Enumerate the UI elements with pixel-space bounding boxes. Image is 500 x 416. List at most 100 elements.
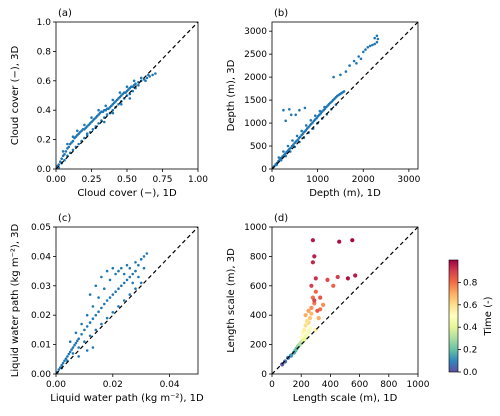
data-point [111, 293, 115, 296]
data-point [298, 108, 301, 112]
data-point [294, 113, 298, 117]
data-point [68, 340, 72, 344]
data-point [289, 146, 293, 150]
data-point [309, 311, 314, 316]
data-point [303, 106, 307, 110]
data-point [302, 327, 307, 332]
data-point [77, 355, 80, 358]
y-tick-label: 0 [261, 370, 267, 380]
data-point [355, 62, 358, 65]
data-point [137, 83, 140, 87]
data-point [282, 108, 285, 112]
x-tick-label: 0.50 [117, 175, 137, 185]
colorbar-tick-label: 0.0 [463, 368, 478, 378]
data-point [88, 293, 92, 296]
data-point [68, 350, 72, 354]
data-point [286, 144, 290, 148]
data-point [80, 333, 83, 336]
data-point [312, 298, 317, 303]
data-point [362, 50, 365, 54]
panel-label: (d) [274, 213, 288, 224]
colorbar-label: Time (-) [483, 296, 494, 336]
y-tick-label: 600 [250, 282, 267, 292]
data-point [64, 150, 68, 153]
data-point [97, 108, 100, 112]
data-point [307, 125, 310, 129]
data-point [306, 308, 311, 313]
y-tick-label: 0.6 [37, 77, 52, 87]
data-point [108, 278, 112, 282]
scatter-points [56, 72, 157, 169]
data-point [139, 76, 143, 80]
data-point [303, 323, 308, 328]
data-point [122, 272, 126, 276]
panel-label: (c) [58, 213, 71, 224]
y-tick-label: 0 [261, 165, 267, 175]
x-tick-label: 400 [322, 380, 339, 390]
data-point [289, 113, 293, 117]
data-point [137, 263, 140, 267]
panel-0: 0.00 0.25 0.50 0.75 1.00 0.0 0.2 0.4 0.6 0.8 1.0 Cl… [10, 8, 208, 199]
data-point [292, 143, 295, 146]
data-point [128, 275, 132, 279]
data-point [295, 134, 299, 138]
data-point [97, 310, 100, 314]
data-point [57, 163, 61, 166]
y-tick-label: 0.04 [31, 252, 51, 262]
data-point [57, 368, 61, 371]
y-axis-label: Depth (m), 3D [226, 59, 237, 131]
y-axis-label: Length scale (m), 3D [226, 248, 237, 353]
one-to-one-line [271, 226, 419, 375]
y-tick-label: 0.0 [37, 165, 52, 175]
data-point [117, 305, 120, 308]
scatter-points [56, 252, 149, 374]
data-point [357, 55, 361, 58]
colorbar-tick-label: 0.8 [463, 278, 478, 288]
y-tick-label: 1.0 [37, 18, 52, 28]
data-point [342, 90, 346, 93]
data-point [283, 152, 287, 156]
data-point [94, 313, 98, 317]
data-point [348, 64, 351, 67]
data-point [142, 266, 146, 270]
data-point [373, 42, 377, 46]
x-tick-label: 0.25 [81, 175, 101, 185]
data-point [332, 75, 335, 79]
data-point [375, 34, 379, 38]
data-point [91, 305, 95, 308]
data-point [277, 156, 281, 159]
data-point [154, 72, 157, 75]
y-tick-label: 2500 [244, 50, 267, 60]
data-point [337, 239, 342, 244]
data-point [299, 135, 302, 139]
data-point [373, 36, 377, 40]
y-tick-label: 800 [250, 252, 267, 262]
data-point [309, 119, 313, 122]
data-point [91, 128, 95, 131]
data-point [376, 37, 380, 41]
x-axis-label: Depth (m), 1D [309, 188, 381, 199]
x-tick-label: 0.02 [103, 380, 123, 390]
x-tick-label: 0.75 [152, 175, 172, 185]
data-point [139, 281, 143, 285]
data-point [83, 136, 86, 140]
data-point [88, 334, 92, 338]
panel-3: 0 200 400 600 800 1000 0 200 400 600 800 1000 Length… [226, 213, 494, 404]
data-point [312, 301, 317, 306]
data-point [319, 112, 323, 115]
data-point [77, 346, 80, 349]
y-tick-label: 0.4 [37, 106, 52, 116]
data-point [345, 276, 350, 281]
data-point [91, 317, 95, 321]
data-point [114, 290, 117, 294]
data-point [352, 59, 356, 63]
data-point [117, 103, 120, 106]
data-point [323, 105, 326, 109]
data-point [300, 129, 304, 133]
data-point [288, 108, 291, 111]
data-point [291, 139, 294, 142]
colorbar-tick-label: 0.2 [463, 346, 477, 356]
data-point [131, 89, 134, 93]
data-point [313, 289, 318, 294]
x-axis-label: Liquid water path (kg m⁻²), 1D [50, 393, 204, 404]
